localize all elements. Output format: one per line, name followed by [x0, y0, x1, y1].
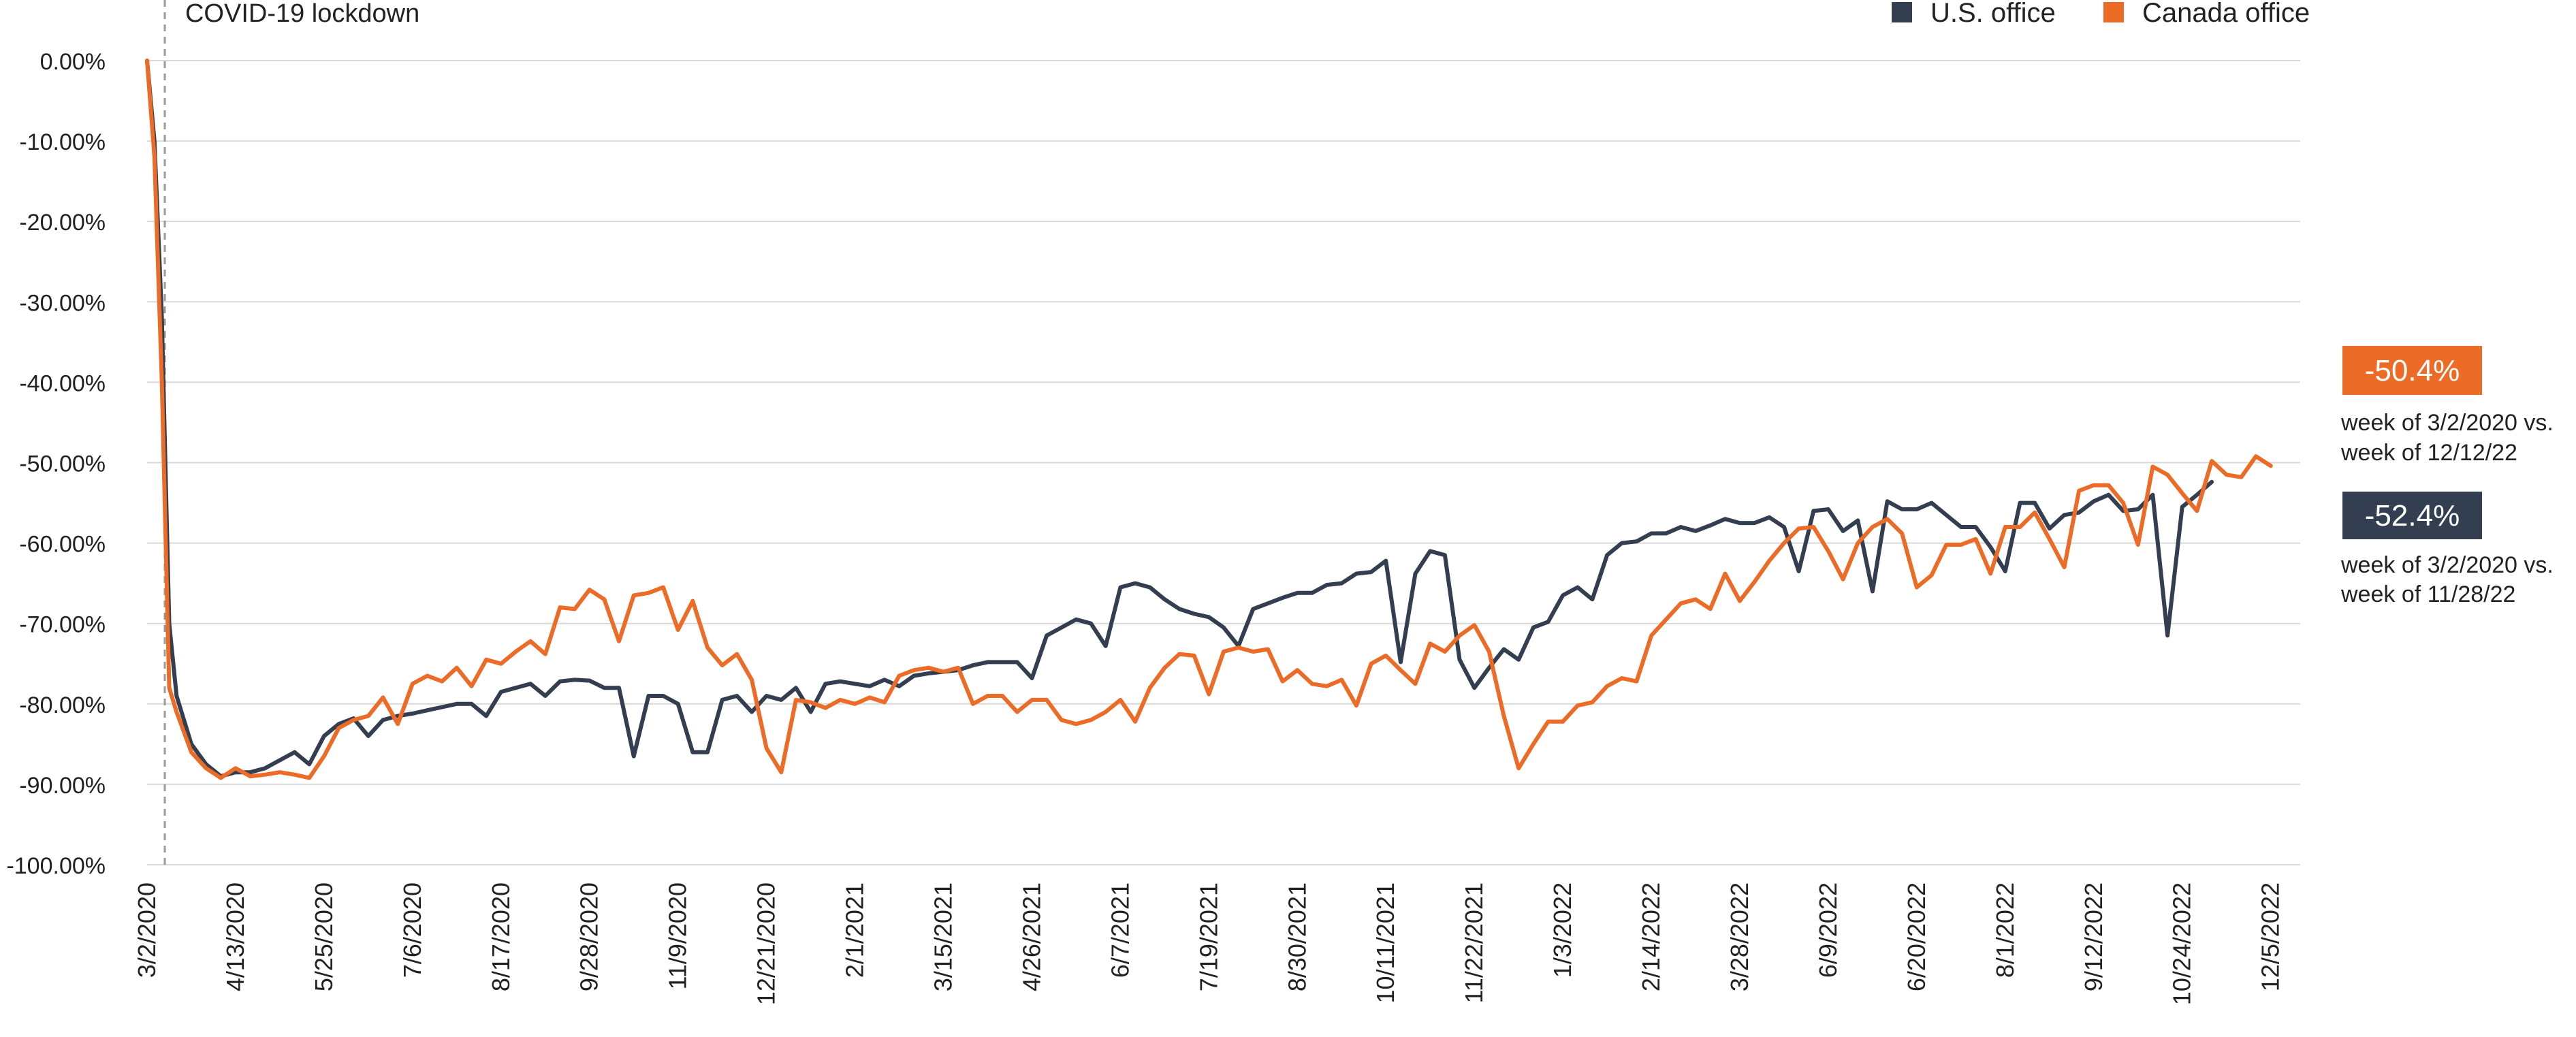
x-tick-label: 7/19/2021: [1194, 882, 1222, 991]
callouts: -50.4% week of 3/2/2020 vs. week of 12/12/…: [2340, 346, 2554, 607]
x-tick-label: 8/17/2020: [487, 882, 515, 991]
y-tick-label: 0.00%: [40, 49, 106, 75]
x-tick-label: 4/26/2021: [1017, 882, 1045, 991]
callout-note-us-office: week of 11/28/22: [2340, 581, 2515, 607]
x-tick-label: 1/3/2022: [1548, 882, 1576, 978]
x-tick-label: 7/6/2020: [398, 882, 426, 978]
x-tick-label: 2/1/2021: [841, 882, 869, 978]
callout-note-canada-office: week of 3/2/2020 vs.: [2340, 410, 2554, 436]
y-tick-label: -10.00%: [19, 129, 106, 155]
lockdown-annotation: COVID-19 lockdown: [163, 0, 419, 865]
legend-swatch-canada-office: [2103, 2, 2124, 22]
x-tick-label: 12/21/2020: [752, 882, 780, 1005]
x-tick-label: 11/22/2021: [1460, 882, 1488, 1004]
y-tick-label: -30.00%: [19, 290, 106, 316]
lockdown-label: COVID-19 lockdown: [185, 0, 419, 28]
x-tick-label: 12/5/2022: [2257, 882, 2285, 991]
y-tick-label: -70.00%: [19, 612, 106, 638]
series-line-canada-office: [145, 59, 2273, 780]
x-tick-label: 10/24/2022: [2168, 882, 2196, 1005]
callout-note-us-office: week of 3/2/2020 vs.: [2340, 552, 2554, 578]
y-tick-label: -80.00%: [19, 692, 106, 718]
x-tick-label: 9/12/2022: [2080, 882, 2108, 991]
x-tick-label: 9/28/2020: [575, 882, 603, 991]
x-tick-label: 4/13/2020: [221, 882, 249, 991]
x-tick-label: 6/7/2021: [1106, 882, 1134, 978]
legend-label-canada-office: Canada office: [2142, 0, 2310, 28]
x-tick-label: 5/25/2020: [310, 882, 338, 991]
callout-box-canada-office: [2342, 346, 2482, 395]
x-tick-label: 2/14/2022: [1637, 882, 1665, 991]
x-axis-tick-labels: 3/2/2020 4/13/2020 5/25/2020 7/6/2020 8/17/2…: [133, 882, 2285, 1005]
grid-lines: [147, 60, 2300, 865]
y-tick-label: -50.00%: [19, 451, 106, 477]
legend: U.S. office Canada office: [1892, 0, 2310, 28]
x-tick-label: 3/2/2020: [133, 882, 161, 978]
x-tick-label: 6/9/2022: [1814, 882, 1842, 978]
x-tick-label: 3/15/2021: [929, 882, 957, 991]
y-tick-label: -100.00%: [6, 853, 106, 879]
legend-swatch-us-office: [1892, 2, 1912, 22]
x-tick-label: 8/1/2022: [1991, 882, 2019, 978]
x-tick-label: 6/20/2022: [1903, 882, 1930, 991]
callout-value-canada-office: -50.4%: [2365, 354, 2460, 387]
legend-label-us-office: U.S. office: [1930, 0, 2056, 28]
callout-note-canada-office: week of 12/12/22: [2340, 440, 2517, 466]
callout-box-us-office: [2342, 492, 2482, 539]
y-tick-label: -20.00%: [19, 210, 106, 236]
series-lines: [145, 59, 2273, 780]
y-tick-label: -90.00%: [19, 773, 106, 799]
y-tick-label: -40.00%: [19, 370, 106, 396]
x-tick-label: 10/11/2021: [1371, 882, 1399, 1004]
y-tick-label: -60.00%: [19, 532, 106, 558]
series-line-us-office: [145, 59, 2214, 779]
x-tick-label: 11/9/2020: [664, 882, 692, 989]
callout-value-us-office: -52.4%: [2365, 499, 2460, 532]
y-axis-tick-labels: 0.00% -10.00% -20.00% -30.00% -40.00% -50.00%…: [6, 49, 106, 879]
x-tick-label: 8/30/2021: [1283, 882, 1311, 991]
x-tick-label: 3/28/2022: [1726, 882, 1753, 991]
